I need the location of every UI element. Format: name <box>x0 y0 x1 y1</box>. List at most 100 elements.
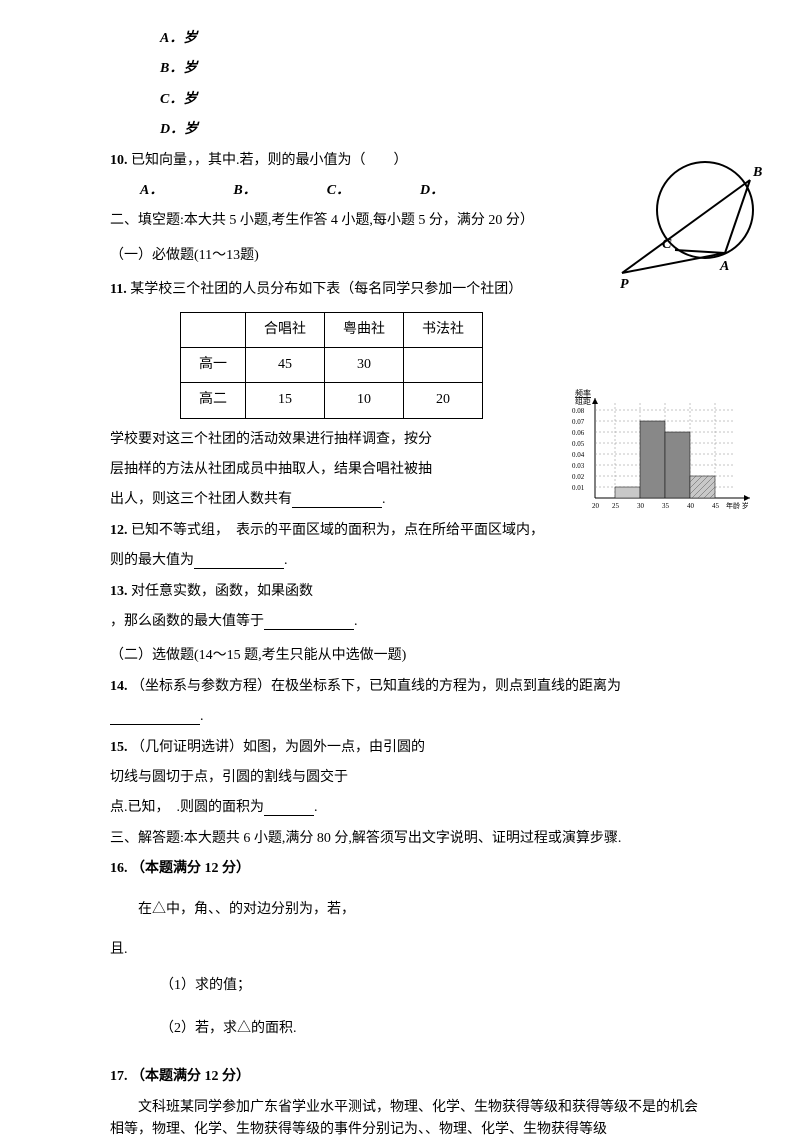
table-cell: 书法社 <box>404 312 483 347</box>
table-cell <box>181 312 246 347</box>
q12-period: . <box>284 553 288 568</box>
table-cell: 10 <box>325 383 404 418</box>
xtick: 40 <box>687 502 695 510</box>
ytick: 0.01 <box>572 484 585 492</box>
table-cell: 高一 <box>181 347 246 382</box>
q10-opt-c: C． <box>327 180 350 202</box>
option-c: C．岁 <box>160 89 700 111</box>
q10-opt-b: B． <box>233 180 256 202</box>
q12-l2: 则的最大值为 <box>110 553 194 568</box>
q11-period: . <box>382 492 386 507</box>
optional-subsection: （二）选做题(14～15 题,考生只能从中选做一题) <box>110 645 700 667</box>
q14-num: 14. <box>110 679 128 694</box>
q12-l1: 已知不等式组， 表示的平面区域的面积为，点在所给平面区域内， <box>131 523 544 538</box>
xtick: 30 <box>637 502 645 510</box>
ytick: 0.06 <box>572 429 585 437</box>
q10-options: A． B． C． D． <box>140 180 700 202</box>
q13-period: . <box>354 614 358 629</box>
q14-blank-line: . <box>110 706 700 728</box>
hist-bar <box>665 432 690 498</box>
q17-num: 17. <box>110 1069 128 1084</box>
q16-num: 16. <box>110 861 128 876</box>
blank-answer[interactable] <box>264 800 314 816</box>
ytick: 0.03 <box>572 462 585 470</box>
xtick: 20 <box>592 502 600 510</box>
question-15: 15. （几何证明选讲）如图，为圆外一点，由引圆的 <box>110 737 700 759</box>
q11-cont-l1: 学校要对这三个社团的活动效果进行抽样调查，按分 <box>110 429 450 451</box>
point-b-label: B <box>752 165 762 180</box>
table-cell: 15 <box>246 383 325 418</box>
table-row: 高一 45 30 <box>181 347 483 382</box>
q13-l2: ，那么函数的最大值等于 <box>110 614 264 629</box>
q16-p1: 在△中，角、、的对边分别为，若， <box>110 899 700 921</box>
q11-text: 某学校三个社团的人员分布如下表（每名同学只参加一个社团） <box>130 282 522 297</box>
ytick: 0.05 <box>572 440 585 448</box>
q16-p2: 且. <box>110 939 700 961</box>
question-10: 10. 已知向量，，其中.若，则的最小值为（ ） <box>110 150 700 172</box>
required-subsection: （一）必做题(11～13题) <box>110 245 700 267</box>
q10-text: 已知向量，，其中.若，则的最小值为（ ） <box>131 153 408 168</box>
q15-l1: （几何证明选讲）如图，为圆外一点，由引圆的 <box>131 740 425 755</box>
q10-opt-a: A． <box>140 180 163 202</box>
ytick: 0.02 <box>572 473 585 481</box>
option-a: A．岁 <box>160 28 700 50</box>
question-17: 17. （本题满分 12 分） <box>110 1066 700 1088</box>
xtick: 35 <box>662 502 670 510</box>
question-12: 12. 已知不等式组， 表示的平面区域的面积为，点在所给平面区域内， <box>110 520 700 542</box>
table-cell: 30 <box>325 347 404 382</box>
geometry-circle-figure: B C P A <box>620 150 770 300</box>
q17-p1: 文科班某同学参加广东省学业水平测试，物理、化学、生物获得等级和获得等级不是的机会… <box>110 1097 700 1141</box>
ytick: 0.08 <box>572 407 585 415</box>
table-row: 合唱社 粤曲社 书法社 <box>181 312 483 347</box>
hist-ylabel2: 组距 <box>575 396 591 406</box>
q12-l2-line: 则的最大值为. <box>110 550 700 572</box>
xtick: 45 <box>712 502 720 510</box>
histogram-chart: 频率 组距 0.08 0.07 0.06 0.05 0.04 0.03 0.02… <box>560 388 760 518</box>
q12-num: 12. <box>110 523 128 538</box>
table-row: 高二 15 10 20 <box>181 383 483 418</box>
question-16: 16. （本题满分 12 分） <box>110 858 700 880</box>
q13-num: 13. <box>110 584 128 599</box>
hist-bar <box>640 421 665 498</box>
table-cell: 20 <box>404 383 483 418</box>
q11-cont-l2: 层抽样的方法从社团成员中抽取人，结果合唱社被抽 <box>110 459 450 481</box>
ytick: 0.07 <box>572 418 585 426</box>
point-p-label: P <box>620 277 629 292</box>
blank-answer[interactable] <box>110 709 200 725</box>
q14-period: . <box>200 709 204 724</box>
q15-num: 15. <box>110 740 128 755</box>
question-13: 13. 对任意实数，函数，如果函数 <box>110 581 700 603</box>
section-2-header: 二、填空题:本大共 5 小题,考生作答 4 小题,每小题 5 分，满分 20 分… <box>110 210 700 232</box>
blank-answer[interactable] <box>264 614 354 630</box>
table-cell <box>404 347 483 382</box>
option-d: D．岁 <box>160 119 700 141</box>
hist-bar <box>615 487 640 498</box>
q13-l1: 对任意实数，函数，如果函数 <box>131 584 313 599</box>
table-cell: 高二 <box>181 383 246 418</box>
question-11: 11. 某学校三个社团的人员分布如下表（每名同学只参加一个社团） <box>110 279 700 301</box>
section-3-header: 三、解答题:本大题共 6 小题,满分 80 分,解答须写出文字说明、证明过程或演… <box>110 828 700 850</box>
q15-period: . <box>314 800 318 815</box>
q17-title: （本题满分 12 分） <box>131 1069 250 1084</box>
q16-title: （本题满分 12 分） <box>131 861 250 876</box>
table-cell: 粤曲社 <box>325 312 404 347</box>
xtick: 25 <box>612 502 620 510</box>
q14-text: （坐标系与参数方程）在极坐标系下，已知直线的方程为，则点到直线的距离为 <box>131 679 621 694</box>
option-b: B．岁 <box>160 58 700 80</box>
blank-answer[interactable] <box>194 553 284 569</box>
q16-s2: （2）若，求△的面积. <box>160 1018 700 1040</box>
q15-l2-line: 切线与圆切于点，引圆的割线与圆交于 <box>110 767 700 789</box>
hist-xlabel: 年龄 岁 <box>726 501 749 510</box>
q15-l3-line: 点.已知， .则圆的面积为. <box>110 797 700 819</box>
point-c-label: C <box>662 237 672 252</box>
q11-cont-l3-text: 出人，则这三个社团人数共有 <box>110 492 292 507</box>
hist-bar <box>690 476 715 498</box>
question-14: 14. （坐标系与参数方程）在极坐标系下，已知直线的方程为，则点到直线的距离为 <box>110 676 700 698</box>
q10-num: 10. <box>110 153 128 168</box>
q10-opt-d: D． <box>420 180 444 202</box>
q13-l2-line: ，那么函数的最大值等于. <box>110 611 700 633</box>
ytick: 0.04 <box>572 451 585 459</box>
q16-s1: （1）求的值； <box>160 975 700 997</box>
blank-answer[interactable] <box>292 492 382 508</box>
table-cell: 45 <box>246 347 325 382</box>
